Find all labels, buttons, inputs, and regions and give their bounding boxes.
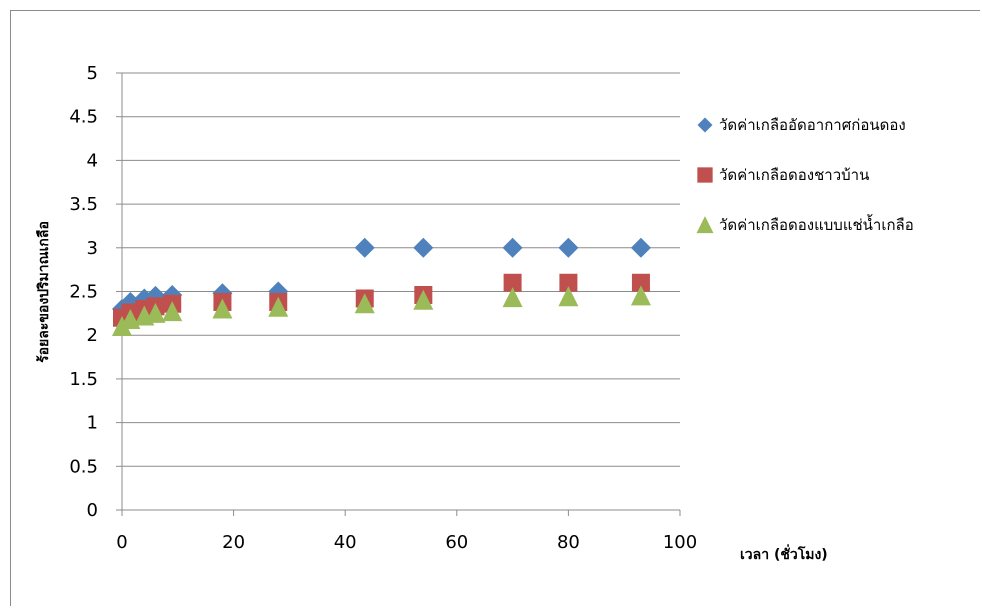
legend-marker-square <box>697 167 713 183</box>
y-tick-label: 0 <box>87 500 98 521</box>
data-point-diamond <box>413 237 434 258</box>
x-tick-label: 0 <box>116 532 127 553</box>
data-point-triangle <box>354 293 375 314</box>
legend-marker-diamond <box>697 117 713 133</box>
y-tick-label: 3.5 <box>69 194 98 215</box>
data-point-triangle <box>413 289 434 310</box>
y-axis-title: ร้อยละของปริมาณเกลือ <box>36 221 52 363</box>
x-tick-label: 80 <box>557 532 580 553</box>
data-point-triangle <box>558 286 579 307</box>
data-point-square <box>631 273 650 292</box>
data-point-diamond <box>558 237 579 258</box>
legend-item <box>697 117 713 133</box>
chart-frame <box>10 10 980 606</box>
x-tick-label: 20 <box>222 532 245 553</box>
data-point-diamond <box>354 237 375 258</box>
x-tick-label: 60 <box>445 532 468 553</box>
data-point-diamond <box>502 237 523 258</box>
y-tick-label: 4 <box>87 150 98 171</box>
legend: วัดค่าเกลืออัดอากาศก่อนดองวัดค่าเกลือดอง… <box>696 116 914 234</box>
y-tick-labels: 0 0.5 1 1.5 2 2.5 3 3.5 4 4.5 5 <box>69 63 98 521</box>
data-point-diamond <box>630 237 651 258</box>
x-tick-label: 100 <box>663 532 697 553</box>
y-tick-label: 2.5 <box>69 282 98 303</box>
data-point-triangle <box>145 302 166 323</box>
x-axis-title: เวลา (ชั่วโมง) <box>740 544 828 563</box>
data-point-triangle <box>630 285 651 306</box>
data-point-triangle <box>268 296 289 317</box>
y-tick-label: 2 <box>87 325 98 346</box>
legend-label: วัดค่าเกลือดองแบบแช่น้ำเกลือ <box>719 214 914 234</box>
axes <box>121 73 681 516</box>
data-points <box>112 237 651 336</box>
y-tick-label: 1.5 <box>69 369 98 390</box>
data-point-triangle <box>502 287 523 308</box>
grid-lines <box>116 72 680 511</box>
legend-item <box>697 167 713 183</box>
legend-marker-triangle <box>696 216 714 234</box>
x-tick-label: 40 <box>334 532 357 553</box>
data-point-triangle <box>212 298 233 319</box>
legend-item <box>696 216 714 234</box>
x-tick-labels: 0 20 40 60 80 100 <box>116 532 697 553</box>
y-tick-label: 5 <box>87 63 98 84</box>
legend-label: วัดค่าเกลืออัดอากาศก่อนดอง <box>719 116 906 134</box>
data-point-triangle <box>162 301 183 322</box>
y-tick-label: 1 <box>87 413 98 434</box>
data-point-square <box>503 273 522 292</box>
data-point-square <box>559 273 578 292</box>
legend-label: วัดค่าเกลือดองชาวบ้าน <box>719 166 869 184</box>
y-tick-label: 0.5 <box>69 456 98 477</box>
y-tick-label: 4.5 <box>69 107 98 128</box>
y-tick-label: 3 <box>87 238 98 259</box>
